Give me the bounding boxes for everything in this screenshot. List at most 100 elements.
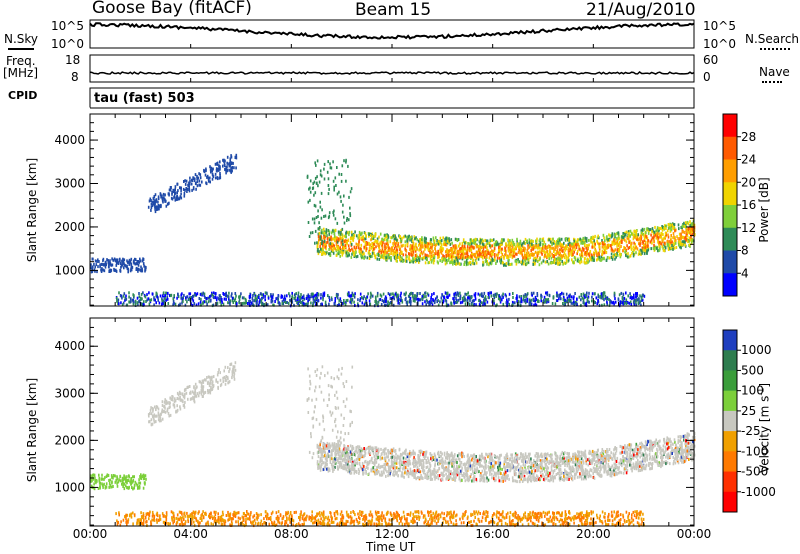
echo-cell [319, 237, 322, 241]
echo-cell [223, 159, 225, 163]
echo-cell [468, 249, 471, 253]
echo-cell [646, 454, 649, 458]
echo-cell [366, 256, 369, 260]
echo-cell [576, 297, 578, 301]
echo-cell [165, 204, 168, 208]
echo-cell [183, 194, 186, 198]
echo-cell [687, 227, 689, 231]
echo-cell [172, 299, 175, 303]
echo-cell [317, 252, 320, 256]
echo-cell [620, 239, 623, 243]
echo-cell [318, 221, 320, 225]
echo-cell [601, 242, 604, 246]
echo-cell [126, 267, 129, 271]
echo-cell [195, 181, 197, 185]
echo-cell [345, 251, 348, 255]
echo-cell [401, 256, 403, 260]
echo-cell [333, 245, 336, 248]
echo-cell [352, 251, 354, 254]
echo-cell [579, 253, 581, 257]
echo-cell [102, 259, 104, 263]
echo-cell [377, 300, 380, 304]
echo-cell [675, 238, 677, 242]
echo-cell [611, 243, 613, 246]
echo-cell [453, 292, 455, 296]
echo-cell [505, 301, 508, 305]
nsearch-dotline [760, 48, 790, 50]
echo-cell [491, 249, 493, 253]
echo-cell [355, 246, 358, 249]
echo-cell [305, 302, 308, 306]
echo-cell [624, 250, 626, 254]
echo-cell [441, 260, 443, 263]
echo-cell [543, 300, 546, 304]
echo-cell [495, 294, 497, 298]
echo-cell [608, 303, 611, 307]
echo-cell [383, 299, 385, 303]
echo-cell [462, 238, 465, 242]
echo-cell [641, 240, 644, 244]
echo-cell [368, 254, 371, 258]
echo-cell [681, 224, 684, 228]
echo-cell [147, 297, 149, 301]
echo-cell [209, 176, 211, 180]
echo-cell [569, 471, 572, 475]
echo-cell [373, 253, 376, 257]
echo-cell [316, 159, 319, 163]
echo-cell [438, 255, 440, 259]
echo-cell [553, 260, 556, 264]
echo-cell [664, 246, 667, 250]
nsky-right-tick-top: 10^5 [703, 19, 736, 33]
echo-cell [673, 239, 676, 243]
echo-cell [611, 234, 614, 238]
echo-cell [558, 261, 561, 265]
echo-cell [339, 246, 341, 250]
echo-cell [137, 303, 139, 307]
echo-cell [178, 303, 180, 307]
echo-cell [327, 229, 330, 233]
echo-cell [156, 292, 158, 296]
echo-cell [385, 447, 387, 451]
echo-cell [198, 297, 201, 300]
echo-cell [599, 242, 602, 246]
echo-cell [659, 247, 661, 251]
echo-cell [673, 235, 675, 239]
echo-cell [270, 300, 273, 303]
echo-cell [349, 249, 352, 252]
echo-cell [370, 238, 372, 242]
echo-cell [458, 262, 460, 266]
echo-cell [517, 299, 520, 303]
echo-cell [138, 267, 140, 271]
echo-cell [343, 159, 345, 163]
echo-cell [615, 447, 618, 450]
echo-cell [466, 254, 469, 258]
echo-cell [643, 234, 645, 238]
echo-cell [418, 243, 420, 247]
echo-cell [583, 257, 586, 261]
echo-cell [442, 300, 445, 304]
echo-cell [431, 293, 433, 297]
echo-cell [205, 300, 207, 304]
echo-cell [661, 238, 663, 242]
echo-cell [452, 255, 455, 259]
echo-cell [532, 291, 535, 295]
echo-cell [583, 260, 586, 264]
echo-cell [300, 296, 303, 300]
echo-cell [511, 303, 514, 307]
echo-cell [553, 255, 555, 259]
echo-cell [536, 246, 539, 250]
echo-cell [693, 453, 696, 457]
echo-cell [399, 469, 401, 473]
echo-cell [635, 300, 637, 304]
echo-cell [597, 253, 599, 257]
echo-cell [322, 247, 324, 250]
echo-cell [573, 295, 575, 299]
echo-cell [345, 179, 347, 183]
echo-cell [674, 241, 677, 245]
echo-cell [665, 224, 668, 228]
echo-cell [532, 247, 535, 251]
echo-cell [448, 253, 450, 257]
echo-cell [688, 236, 691, 240]
echo-cell [587, 258, 589, 262]
echo-cell [172, 188, 174, 192]
